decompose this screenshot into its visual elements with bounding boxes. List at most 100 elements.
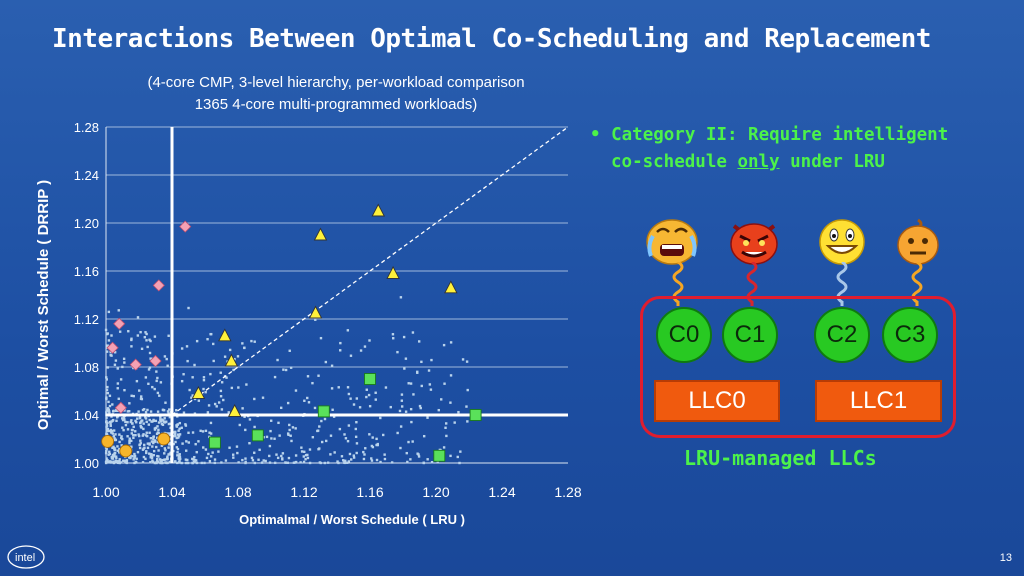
workload-point [243,415,246,419]
workload-point [358,406,362,409]
workload-point [209,372,212,376]
workload-point [139,330,142,334]
workload-point [324,360,328,364]
workload-point [168,415,172,419]
workload-point [466,420,469,423]
workload-point [402,335,406,339]
workload-point [108,420,112,424]
workload-point [280,454,283,458]
workload-point [253,397,256,401]
workload-point [236,355,240,358]
workload-point [104,451,108,455]
subtitle-line-1: (4-core CMP, 3-level hierarchy, per-work… [147,74,525,91]
workload-point [185,449,188,452]
workload-point [178,461,181,464]
workload-point [430,358,433,362]
workload-point [123,409,126,412]
workload-point [148,452,151,455]
workload-point [336,460,339,463]
workload-point [195,461,199,465]
workload-point [211,451,214,454]
angry-devil-face-icon [730,223,778,265]
workload-point [323,461,327,465]
workload-point [107,408,110,411]
workload-point [172,431,175,434]
workload-point [180,379,184,383]
workload-point [313,406,317,410]
workload-point [110,457,114,460]
workload-point [202,387,205,391]
workload-point [220,381,224,384]
workload-point [125,459,128,463]
workload-point [224,459,228,462]
workload-point [135,421,138,424]
workload-point [157,421,161,424]
workload-point [149,456,152,459]
workload-point [317,448,320,451]
workload-point [362,450,365,454]
workload-point [156,457,159,461]
workload-point [307,401,311,404]
workload-point [146,345,149,349]
workload-point [147,368,151,371]
triangle-point-3 [444,280,458,294]
workload-point [135,457,138,460]
workload-point [144,410,148,414]
workload-point [158,458,162,461]
workload-point [355,442,359,445]
workload-point [294,454,298,457]
workload-point [153,387,156,391]
workload-point [107,410,111,413]
workload-point [368,433,371,436]
workload-point [219,371,222,374]
workload-point [273,437,276,440]
workload-point [105,410,108,414]
square-point-3 [208,436,221,449]
workload-point [113,363,117,366]
core-c0: C0 [656,307,712,363]
workload-point [318,425,321,428]
workload-point [120,444,123,447]
workload-point [156,425,159,428]
workload-point [105,378,108,381]
spring-connector-c2 [836,262,848,306]
workload-point [124,423,128,427]
workload-point [382,433,385,437]
workload-point [159,461,162,465]
workload-point [375,443,378,447]
workload-point [160,418,164,421]
workload-point [459,450,462,453]
workload-point [306,375,310,378]
workload-point [202,378,206,382]
workload-point [186,458,189,462]
workload-point [105,388,109,392]
workload-point [152,449,156,453]
workload-point [146,408,149,412]
workload-point [311,435,315,439]
workload-point [339,341,342,345]
workload-point [108,452,112,456]
workload-point [148,351,152,355]
workload-point [341,459,345,462]
workload-point [149,410,153,413]
diamond-point-3 [106,341,119,354]
workload-point [232,453,235,456]
workload-point [276,456,280,460]
workload-point [138,416,142,420]
subtitle-line-2: 1365 4-core multi-programmed workloads) [194,96,478,113]
y-tick-label-6: 1.24 [74,168,99,183]
workload-point [129,445,132,449]
workload-point [202,446,205,449]
workload-point [193,363,196,367]
workload-point [122,357,126,361]
workload-point [114,359,118,362]
workload-point [407,440,410,444]
workload-point [279,406,283,410]
workload-point [362,457,366,461]
workload-point [142,408,146,411]
workload-point [120,436,123,440]
workload-point [320,419,323,423]
workload-point [398,409,402,413]
diamond-point-0 [179,220,192,233]
workload-point [144,331,147,334]
